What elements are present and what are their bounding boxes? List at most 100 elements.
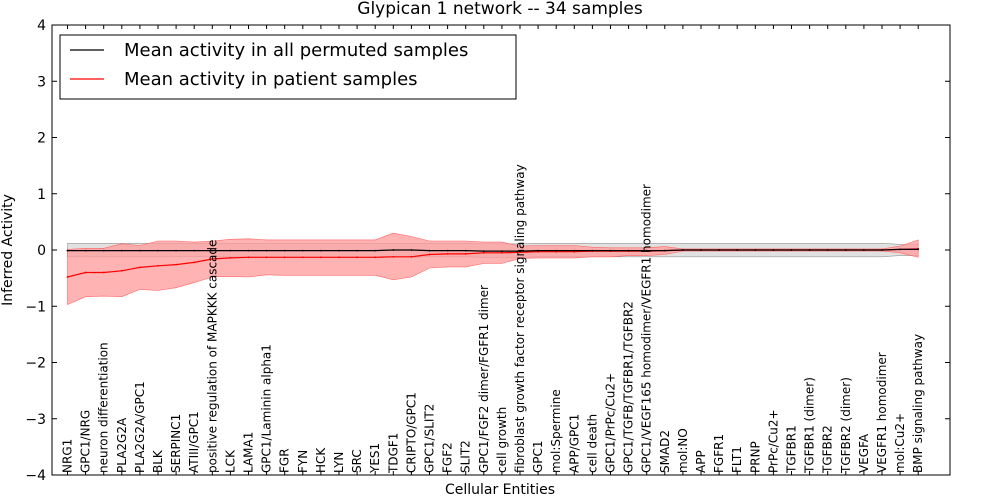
y-tick-label-0: 0 [37, 243, 46, 259]
y-tick-label-2: 2 [37, 131, 46, 147]
x-tick-label-17: YES1 [368, 443, 382, 474]
x-tick-label-32: GPC1/VEGF165 homodimer/VEGFR1 homodimer [640, 184, 654, 473]
patient-point-17 [374, 256, 377, 259]
x-tick-label-43: TGFBR2 (dimer) [839, 377, 853, 474]
x-tick-label-4: PLA2G2A/GPC1 [133, 381, 147, 473]
x-tick-label-25: fibroblast growth factor receptor signal… [513, 164, 527, 473]
permuted-point-37 [736, 249, 739, 251]
x-tick-label-47: BMP signaling pathway [911, 334, 925, 473]
permuted-point-25 [519, 250, 521, 253]
permuted-point-32 [645, 249, 648, 252]
x-tick-label-13: FYN [296, 450, 310, 473]
y-axis-label: Inferred Activity [0, 194, 16, 306]
patient-point-9 [229, 257, 232, 259]
permuted-point-16 [356, 249, 358, 252]
permuted-point-23 [482, 250, 485, 253]
x-tick-label-29: cell death [585, 414, 599, 473]
x-tick-label-5: BLK [151, 449, 165, 473]
x-tick-label-26: GPC1 [531, 440, 545, 473]
patient-point-1 [84, 271, 87, 274]
permuted-point-42 [826, 249, 829, 251]
x-tick-label-10: LAMA1 [242, 432, 256, 473]
permuted-point-44 [863, 249, 865, 251]
permuted-point-18 [392, 249, 395, 251]
x-tick-label-15: LYN [332, 452, 346, 473]
patient-point-20 [428, 253, 431, 256]
legend-label-permuted: Mean activity in all permuted samples [124, 40, 468, 61]
permuted-point-2 [102, 249, 105, 252]
x-tick-label-36: FGFR1 [712, 434, 726, 473]
permuted-point-12 [283, 249, 286, 252]
patient-point-8 [211, 258, 214, 260]
patient-point-6 [175, 263, 178, 266]
permuted-point-28 [573, 249, 576, 252]
patient-point-13 [301, 256, 304, 259]
permuted-point-9 [229, 249, 232, 252]
permuted-point-8 [211, 249, 214, 252]
permuted-point-19 [410, 249, 413, 251]
permuted-point-10 [247, 249, 250, 252]
permuted-point-13 [301, 249, 304, 252]
x-tick-label-23: GPC1/FGF2 dimer/FGFR1 dimer [477, 285, 491, 473]
permuted-point-21 [446, 249, 449, 252]
axes [51, 24, 951, 476]
permuted-point-29 [591, 249, 594, 252]
series-lines [66, 248, 920, 278]
legend: Mean activity in all permuted samples Me… [59, 34, 517, 100]
permuted-mean-line [67, 248, 919, 252]
x-tick-label-39: PrPc/Cu2+ [766, 409, 780, 473]
x-tick-label-41: TGFBR1 (dimer) [803, 377, 817, 474]
x-tick-label-44: VEGFA [857, 433, 871, 473]
y-tick-label-4: 4 [37, 18, 46, 34]
permuted-point-4 [139, 249, 141, 252]
patient-point-2 [102, 271, 105, 274]
x-tick-label-42: TGFBR2 [821, 425, 835, 474]
x-tick-label-30: GPC1/PrPc/Cu2+ [604, 373, 618, 473]
x-tick-label-31: GPC1/TGFB/TGFBR1/TGFBR2 [622, 301, 636, 473]
permuted-point-38 [754, 249, 757, 251]
x-tick-label-27: mol:Spermine [549, 389, 563, 473]
permuted-point-36 [718, 249, 720, 251]
permuted-point-33 [663, 249, 666, 252]
permuted-point-43 [844, 249, 847, 251]
permuted-point-6 [175, 249, 178, 252]
patient-point-19 [410, 255, 413, 258]
permuted-point-27 [555, 249, 558, 252]
x-tick-label-45: VEGFR1 homodimer [875, 352, 889, 473]
x-tick-label-37: FLT1 [730, 446, 744, 473]
permuted-point-40 [790, 249, 793, 251]
patient-point-7 [193, 261, 196, 264]
x-tick-label-46: mol:Cu2+ [893, 413, 907, 473]
legend-label-patient: Mean activity in patient samples [124, 69, 418, 90]
patient-point-21 [446, 253, 449, 255]
permuted-point-0 [66, 249, 69, 252]
patient-point-15 [338, 256, 340, 259]
x-tick-label-40: TGFBR1 [785, 425, 799, 474]
patient-point-4 [139, 266, 141, 269]
permuted-point-22 [464, 249, 467, 252]
x-tick-label-3: PLA2G2A [115, 417, 129, 473]
x-tick-label-9: LCK [223, 449, 237, 473]
patient-point-11 [265, 256, 268, 259]
permuted-point-30 [609, 249, 612, 252]
y-tick-labels: −4 −3 −2 −1 0 1 2 3 4 [25, 18, 46, 484]
patient-point-12 [283, 256, 286, 259]
permuted-point-26 [537, 249, 539, 252]
x-tick-label-33: SMAD2 [658, 430, 672, 473]
chart-title: Glypican 1 network -- 34 samples [357, 0, 643, 19]
patient-point-14 [320, 256, 322, 259]
patient-point-16 [356, 256, 358, 259]
x-tick-label-1: GPC1/NRG [79, 410, 93, 473]
permuted-point-5 [157, 249, 159, 252]
patient-point-22 [464, 253, 467, 255]
permuted-point-14 [320, 249, 322, 252]
permuted-point-46 [899, 248, 901, 251]
permuted-point-45 [881, 249, 883, 251]
patient-point-0 [66, 276, 69, 278]
patient-point-24 [501, 251, 503, 254]
permuted-point-24 [501, 250, 503, 253]
permuted-point-35 [700, 249, 702, 251]
permuted-point-17 [374, 249, 377, 252]
x-tick-label-14: HCK [314, 447, 328, 473]
permuted-point-1 [84, 249, 87, 252]
